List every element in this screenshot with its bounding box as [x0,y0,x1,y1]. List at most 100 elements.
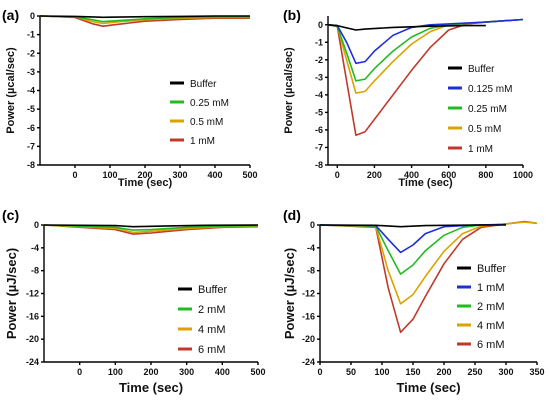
series-line-buffer [319,224,506,228]
x-tick-label: 100 [374,367,389,377]
panel-label: (b) [283,7,301,23]
x-tick-label: 500 [242,170,257,180]
series-line-0-25-mm [39,15,250,23]
y-tick-label: -4 [307,243,315,253]
y-tick-label: -6 [27,123,35,133]
y-axis-label: Power (µJ/sec) [4,248,19,339]
legend-label: 0.125 mM [468,84,512,95]
y-tick-label: -20 [26,334,39,344]
legend-label: 0.5 mM [468,124,501,135]
y-tick-label: 0 [30,11,35,21]
chart-panel-c: (c) 0 -4 -8 -12 -16 -20 -24 0 100 200 300 400 500 Time… [2,207,266,395]
series-line-buffer [327,24,486,31]
y-tick-label: -5 [315,107,323,117]
panel-label: (d) [283,207,301,223]
legend-label: Buffer [477,263,506,275]
panel-label: (c) [2,207,19,223]
x-tick-label: 200 [143,367,158,377]
x-tick-label: 300 [172,170,187,180]
x-tick-label: 200 [137,170,152,180]
y-tick-label: -20 [302,334,315,344]
legend-label: 4 mM [198,324,226,336]
y-tick-label: -4 [31,243,39,253]
y-tick-label: -2 [27,48,35,58]
y-tick-label: -24 [26,357,39,367]
series-line-1-mm [327,18,524,136]
y-tick-label: -7 [27,141,35,151]
x-tick-label: 400 [215,367,230,377]
y-tick-label: -8 [315,160,323,170]
y-tick-label: -5 [27,104,35,114]
y-tick-label: -2 [315,55,323,65]
x-tick-label: 200 [367,170,382,180]
legend-label: Buffer [190,79,217,90]
x-tick-label: 1000 [513,170,533,180]
legend-label: 1 mM [468,144,493,155]
y-tick-label: -7 [315,142,323,152]
series-line-1-mm [39,15,250,27]
x-tick-label: 300 [498,367,513,377]
x-axis-label: Time (sec) [118,177,173,189]
x-tick-label: 0 [317,367,322,377]
x-axis-label: Time (sec) [398,177,453,189]
legend-label: 4 mM [477,320,505,332]
legend-label: 2 mM [198,304,226,316]
series-line-buffer [39,15,250,19]
x-tick-label: 600 [441,170,456,180]
chart-panel-d: (d)0-4-8-12-16-20-240 50 100 150 200 250 300 35… [282,207,545,395]
x-tick-label: 0 [77,367,82,377]
y-tick-label: 0 [34,220,39,230]
x-tick-label: 800 [478,170,493,180]
x-tick-label: 500 [250,367,265,377]
series-line-2-mm [319,223,507,275]
legend-label: 1 mM [190,136,215,147]
series-line-buffer [43,224,259,228]
x-tick-label: 250 [467,367,482,377]
legend-label: 2 mM [477,301,505,313]
y-axis-label: Power (µcal/sec) [283,47,295,134]
series-line-2-mm [43,224,259,231]
y-tick-label: -8 [27,160,35,170]
y-tick-label: -12 [302,289,315,299]
x-tick-label: 50 [346,367,356,377]
x-tick-label: 0 [335,170,340,180]
chart-panel-a: (a) 0 -1 -2 -3 -4 -5 -6 -7 -8 0 100 200 300 400 500 Time… [2,7,258,189]
x-tick-label: 350 [529,367,544,377]
legend-label: 6 mM [198,344,226,356]
y-tick-label: -16 [26,311,39,321]
y-tick-label: -16 [302,311,315,321]
y-axis-label: Power (µJ/sec) [282,248,297,339]
legend-label: 6 mM [477,339,505,351]
y-tick-label: -8 [307,266,315,276]
x-tick-label: 400 [404,170,419,180]
series-line-6-mm [319,220,538,334]
y-tick-label: -3 [315,72,323,82]
x-tick-label: 150 [405,367,420,377]
x-tick-label: 0 [72,170,77,180]
x-tick-label: 400 [207,170,222,180]
legend-label: 1 mM [477,282,505,294]
y-tick-label: -6 [315,125,323,135]
y-tick-label: -1 [315,37,323,47]
series-line-4-mm [319,221,538,305]
y-tick-label: 0 [318,20,323,30]
y-tick-label: -4 [27,86,35,96]
y-tick-label: -4 [315,90,323,100]
y-axis-label: Power (µcal/sec) [5,47,17,134]
y-tick-label: -3 [27,67,35,77]
x-axis-label: Time (sec) [119,380,183,395]
x-tick-label: 100 [108,367,123,377]
x-tick-label: 100 [102,170,117,180]
y-tick-label: 0 [310,220,315,230]
panel-label: (a) [2,7,19,23]
y-tick-label: -1 [27,30,35,40]
y-tick-label: -24 [302,357,315,367]
chart-panel-b: (b) 0 -1 -2 -3 -4 -5 -6 -7 -8 0 200 400 600 800 1000 Tim… [283,7,533,189]
legend-label: 0.25 mM [190,98,229,109]
legend-label: 0.25 mM [468,104,507,115]
y-tick-label: -8 [31,266,39,276]
x-axis-label: Time (sec) [396,380,460,395]
legend-label: Buffer [468,64,495,75]
legend-label: Buffer [198,284,227,296]
